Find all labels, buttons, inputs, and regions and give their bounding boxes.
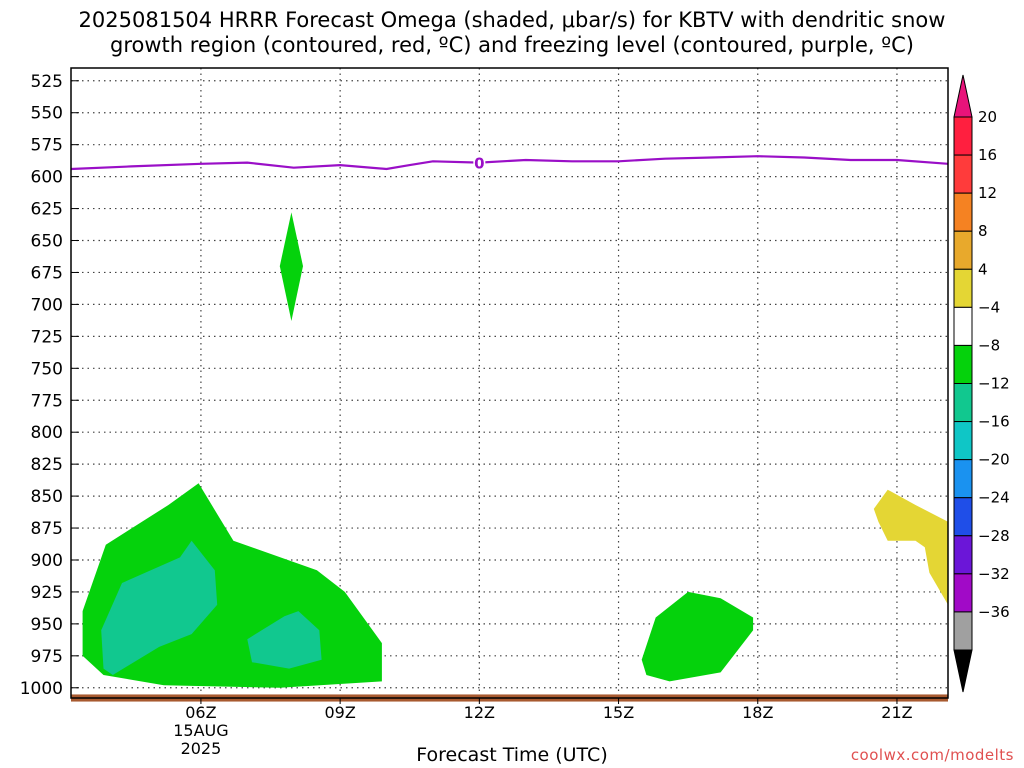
- y-tick-label: 600: [31, 168, 63, 188]
- y-tick-label: 725: [31, 327, 63, 347]
- y-tick-label: 800: [31, 423, 63, 443]
- colorbar-band: [953, 154, 973, 194]
- colorbar-label: 16: [978, 146, 997, 164]
- chart-title-line2: growth region (contoured, red, ºC) and f…: [110, 33, 914, 57]
- x-tick-label: 15Z: [603, 703, 634, 722]
- y-tick-label: 950: [31, 615, 63, 635]
- colorbar-label: −16: [978, 413, 1010, 431]
- freezing-level-label-bg: [473, 153, 486, 172]
- y-tick-label: 875: [31, 519, 63, 539]
- x-tick-date: 15AUG: [173, 721, 228, 740]
- colorbar-band: [953, 383, 973, 423]
- y-tick-label: 625: [31, 200, 63, 220]
- colorbar-band: [953, 268, 973, 308]
- chart-title-line1: 2025081504 HRRR Forecast Omega (shaded, …: [78, 8, 946, 32]
- x-axis-label: Forecast Time (UTC): [416, 744, 608, 766]
- colorbar-bottom-arrow: [953, 649, 973, 693]
- colorbar-band: [953, 573, 973, 613]
- colorbar-band: [953, 230, 973, 270]
- colorbar-label: −8: [978, 336, 1000, 354]
- freezing-level-label: 0: [474, 155, 484, 173]
- colorbar-band: [953, 192, 973, 232]
- colorbar-label: 20: [978, 108, 997, 126]
- y-tick-label: 850: [31, 487, 63, 507]
- omega-region--12: [101, 540, 218, 675]
- y-tick-label: 650: [31, 232, 63, 252]
- x-tick-label: 12Z: [464, 703, 495, 722]
- colorbar-band: [953, 306, 973, 346]
- y-tick-label: 575: [31, 136, 63, 156]
- y-tick-label: 675: [31, 263, 63, 283]
- y-tick-label: 1000: [20, 679, 63, 699]
- colorbar-label: −28: [978, 527, 1010, 545]
- plot-frame: [70, 67, 949, 699]
- omega-region--12: [247, 611, 322, 669]
- colorbar: 20 16 12 8 4 −4 −8 −12 −16 −20 −24 −28 −32 −36: [953, 74, 1010, 693]
- colorbar-band: [953, 459, 973, 499]
- colorbar-band: [953, 497, 973, 537]
- y-tick-label: 550: [31, 104, 63, 124]
- omega-region-4: [873, 489, 948, 605]
- x-tick-label: 06Z: [185, 703, 216, 722]
- credit-text: coolwx.com/modelts: [850, 746, 1014, 764]
- y-tick-label: 975: [31, 647, 63, 667]
- colorbar-label: 4: [978, 260, 988, 278]
- chart-title: 2025081504 HRRR Forecast Omega (shaded, …: [0, 8, 1024, 58]
- chart-grid: [71, 68, 948, 698]
- colorbar-band: [953, 611, 973, 651]
- colorbar-band: [953, 116, 973, 156]
- colorbar-band: [953, 535, 973, 575]
- omega-shading: [82, 212, 948, 688]
- omega-region--8: [279, 212, 303, 321]
- colorbar-band: [953, 344, 973, 384]
- colorbar-label: −12: [978, 375, 1010, 393]
- colorbar-label: −32: [978, 565, 1010, 583]
- freezing-level-contours: 0: [71, 153, 948, 173]
- y-tick-label: 825: [31, 455, 63, 475]
- y-tick-label: 525: [31, 72, 63, 92]
- y-tick-label: 900: [31, 551, 63, 571]
- omega-region--8: [641, 591, 754, 682]
- colorbar-band: [953, 421, 973, 461]
- y-tick-label: 750: [31, 359, 63, 379]
- y-tick-label: 925: [31, 583, 63, 603]
- x-tick-label: 18Z: [742, 703, 773, 722]
- colorbar-label: −4: [978, 298, 1000, 316]
- colorbar-label: 12: [978, 184, 997, 202]
- x-tick-label: 21Z: [881, 703, 912, 722]
- y-tick-label: 700: [31, 295, 63, 315]
- x-tick-label: 09Z: [324, 703, 355, 722]
- x-tick-year: 2025: [181, 739, 222, 758]
- colorbar-label: −20: [978, 451, 1010, 469]
- colorbar-top-arrow: [953, 74, 973, 118]
- y-tick-label: 775: [31, 391, 63, 411]
- colorbar-label: −24: [978, 489, 1010, 507]
- y-axis: 525 550 575 600 625 650 675 700 725 750 775 800 825 8…: [20, 72, 79, 699]
- colorbar-label: 8: [978, 222, 988, 240]
- freezing-level-line: [71, 155, 948, 171]
- plot-border: [70, 67, 949, 699]
- colorbar-label: −36: [978, 603, 1010, 621]
